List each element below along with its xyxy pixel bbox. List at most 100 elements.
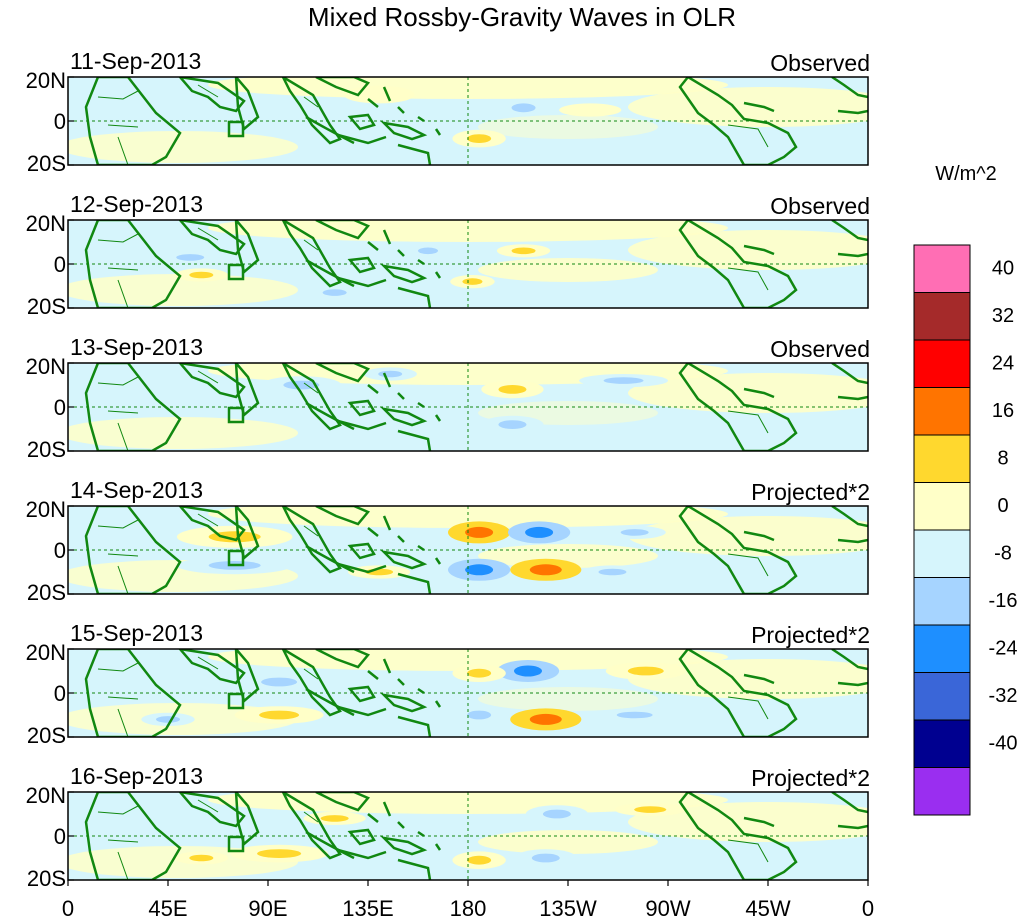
anomaly-core	[498, 420, 527, 429]
map-area	[67, 362, 869, 452]
colorbar-label: -16	[989, 590, 1018, 612]
anomaly-core	[322, 289, 347, 296]
anomaly-core	[176, 254, 205, 261]
lat-label: 20N	[26, 497, 66, 522]
anomaly-core	[620, 529, 649, 536]
anomaly-core	[634, 806, 667, 813]
anomaly-band	[68, 417, 298, 449]
anomaly-core	[525, 526, 554, 538]
anomaly-core	[603, 377, 644, 384]
lon-label: 45E	[148, 896, 187, 921]
anomaly-core	[542, 809, 571, 819]
map-area	[67, 505, 869, 595]
lon-label: 90E	[248, 896, 287, 921]
colorbar-swatch	[913, 387, 971, 436]
lat-label: 20S	[27, 437, 66, 462]
lat-label: 0	[54, 824, 66, 849]
map-area	[67, 76, 869, 166]
anomaly-band	[478, 115, 658, 139]
anomaly-band	[68, 131, 298, 163]
anomaly-core	[320, 815, 349, 822]
anomaly-core	[529, 713, 562, 725]
colorbar-label: -32	[989, 685, 1018, 707]
anomaly-band	[208, 649, 728, 671]
anomaly-core	[418, 247, 438, 255]
lat-label: 20S	[27, 866, 66, 891]
anomaly-core	[257, 849, 302, 858]
colorbar-swatch	[913, 577, 971, 626]
colorbar-label: -40	[989, 733, 1018, 755]
lat-label: 20N	[26, 211, 66, 236]
colorbar-label: -24	[989, 638, 1018, 660]
lon-label: 0	[862, 896, 874, 921]
lat-label: 0	[54, 252, 66, 277]
panel-date: 15-Sep-2013	[70, 620, 203, 646]
panel-kind: Observed	[770, 336, 870, 362]
lat-label: 20N	[26, 640, 66, 665]
colorbar-label: 16	[992, 400, 1014, 422]
map-panel: 11-Sep-2013 Observed	[67, 48, 870, 166]
colorbar-label: 24	[992, 353, 1014, 375]
anomaly-core	[514, 665, 542, 677]
anomaly-core	[156, 716, 180, 723]
panel-date: 11-Sep-2013	[70, 48, 201, 74]
panel-date: 14-Sep-2013	[70, 477, 203, 503]
colorbar: 40 32 24 16 8 0 -8 -16 -24 -32 -40	[913, 244, 1018, 816]
anomaly-band	[208, 792, 728, 814]
anomaly-core	[467, 855, 492, 865]
colorbar-units: W/m^2	[935, 163, 997, 185]
anomaly-band	[478, 687, 658, 711]
anomaly-core	[511, 103, 536, 113]
lat-label: 0	[54, 538, 66, 563]
lat-label: 0	[54, 681, 66, 706]
colorbar-swatch	[913, 672, 971, 721]
colorbar-swatch	[913, 434, 971, 483]
anomaly-core	[498, 385, 527, 394]
lat-label: 20N	[26, 354, 66, 379]
colorbar-label: 0	[997, 495, 1008, 517]
lat-label: 20S	[27, 151, 66, 176]
anomaly-band	[68, 274, 298, 306]
anomaly-blob	[559, 103, 622, 117]
map-panel: 14-Sep-2013 Projected*2	[67, 477, 870, 595]
map-area	[67, 648, 869, 738]
colorbar-swatch	[913, 339, 971, 388]
lon-label: 0	[62, 896, 74, 921]
anomaly-band	[208, 77, 728, 99]
lon-label: 180	[450, 896, 487, 921]
colorbar-label: -8	[994, 543, 1012, 565]
lat-label: 20S	[27, 723, 66, 748]
colorbar-label: 40	[992, 258, 1014, 280]
lat-label: 20S	[27, 294, 66, 319]
latitude-labels: 20N 0 20S 20N 0 20S 20N 0 20S 20N 0 20S 20N 0 20S 20N 0 2…	[26, 68, 66, 891]
anomaly-core	[189, 854, 214, 862]
anomaly-core	[467, 668, 492, 678]
panel-kind: Observed	[770, 50, 870, 76]
map-panel: 12-Sep-2013 Observed	[67, 191, 870, 309]
map-panel: 16-Sep-2013 Projected*2	[67, 763, 870, 881]
panel-date: 12-Sep-2013	[70, 191, 203, 217]
lon-label: 90W	[645, 896, 690, 921]
lon-label: 135W	[539, 896, 597, 921]
colorbar-swatch	[913, 292, 971, 341]
anomaly-core	[465, 564, 494, 576]
lon-label: 135E	[342, 896, 393, 921]
map-panel: 13-Sep-2013 Observed	[67, 334, 870, 452]
panel-kind: Projected*2	[751, 622, 870, 648]
anomaly-core	[467, 710, 492, 720]
longitude-labels: 0 45E 90E 135E 180 135W 90W 45W 0	[62, 880, 874, 921]
anomaly-band	[478, 830, 658, 854]
lat-label: 20N	[26, 68, 66, 93]
colorbar-swatch	[913, 719, 971, 768]
colorbar-swatch	[913, 767, 971, 816]
panel-kind: Projected*2	[751, 479, 870, 505]
lat-label: 0	[54, 395, 66, 420]
anomaly-core	[465, 526, 494, 538]
anomaly-core	[378, 370, 403, 378]
panel-date: 16-Sep-2013	[70, 763, 203, 789]
lat-label: 20N	[26, 783, 66, 808]
anomaly-core	[259, 710, 300, 720]
lon-label: 45W	[745, 896, 790, 921]
